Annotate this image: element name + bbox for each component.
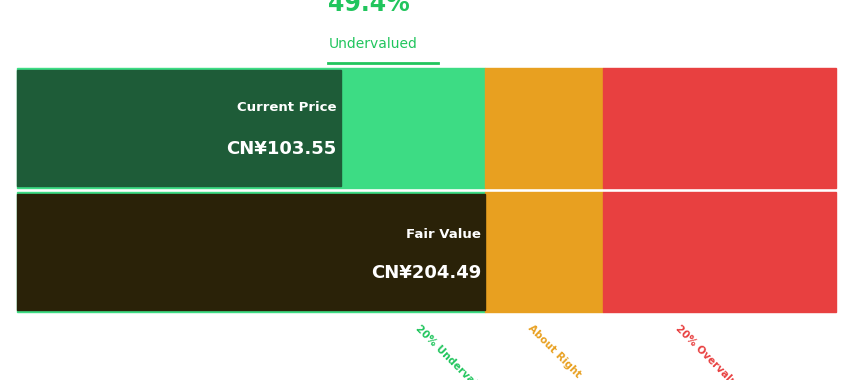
Bar xyxy=(602,192,835,312)
Bar xyxy=(485,68,602,188)
Text: 20% Overvalued: 20% Overvalued xyxy=(673,323,748,380)
Text: About Right: About Right xyxy=(526,323,583,380)
Bar xyxy=(17,70,340,186)
Text: 20% Undervalued: 20% Undervalued xyxy=(413,323,493,380)
Text: Current Price: Current Price xyxy=(237,101,336,114)
Bar xyxy=(17,192,485,312)
Text: CN¥103.55: CN¥103.55 xyxy=(226,140,336,158)
Bar xyxy=(17,194,485,310)
Text: Fair Value: Fair Value xyxy=(406,228,481,241)
Bar xyxy=(485,192,602,312)
Bar xyxy=(602,68,835,188)
Text: 49.4%: 49.4% xyxy=(328,0,410,16)
Text: Undervalued: Undervalued xyxy=(328,37,417,51)
Bar xyxy=(17,68,485,188)
Text: CN¥204.49: CN¥204.49 xyxy=(371,264,481,282)
